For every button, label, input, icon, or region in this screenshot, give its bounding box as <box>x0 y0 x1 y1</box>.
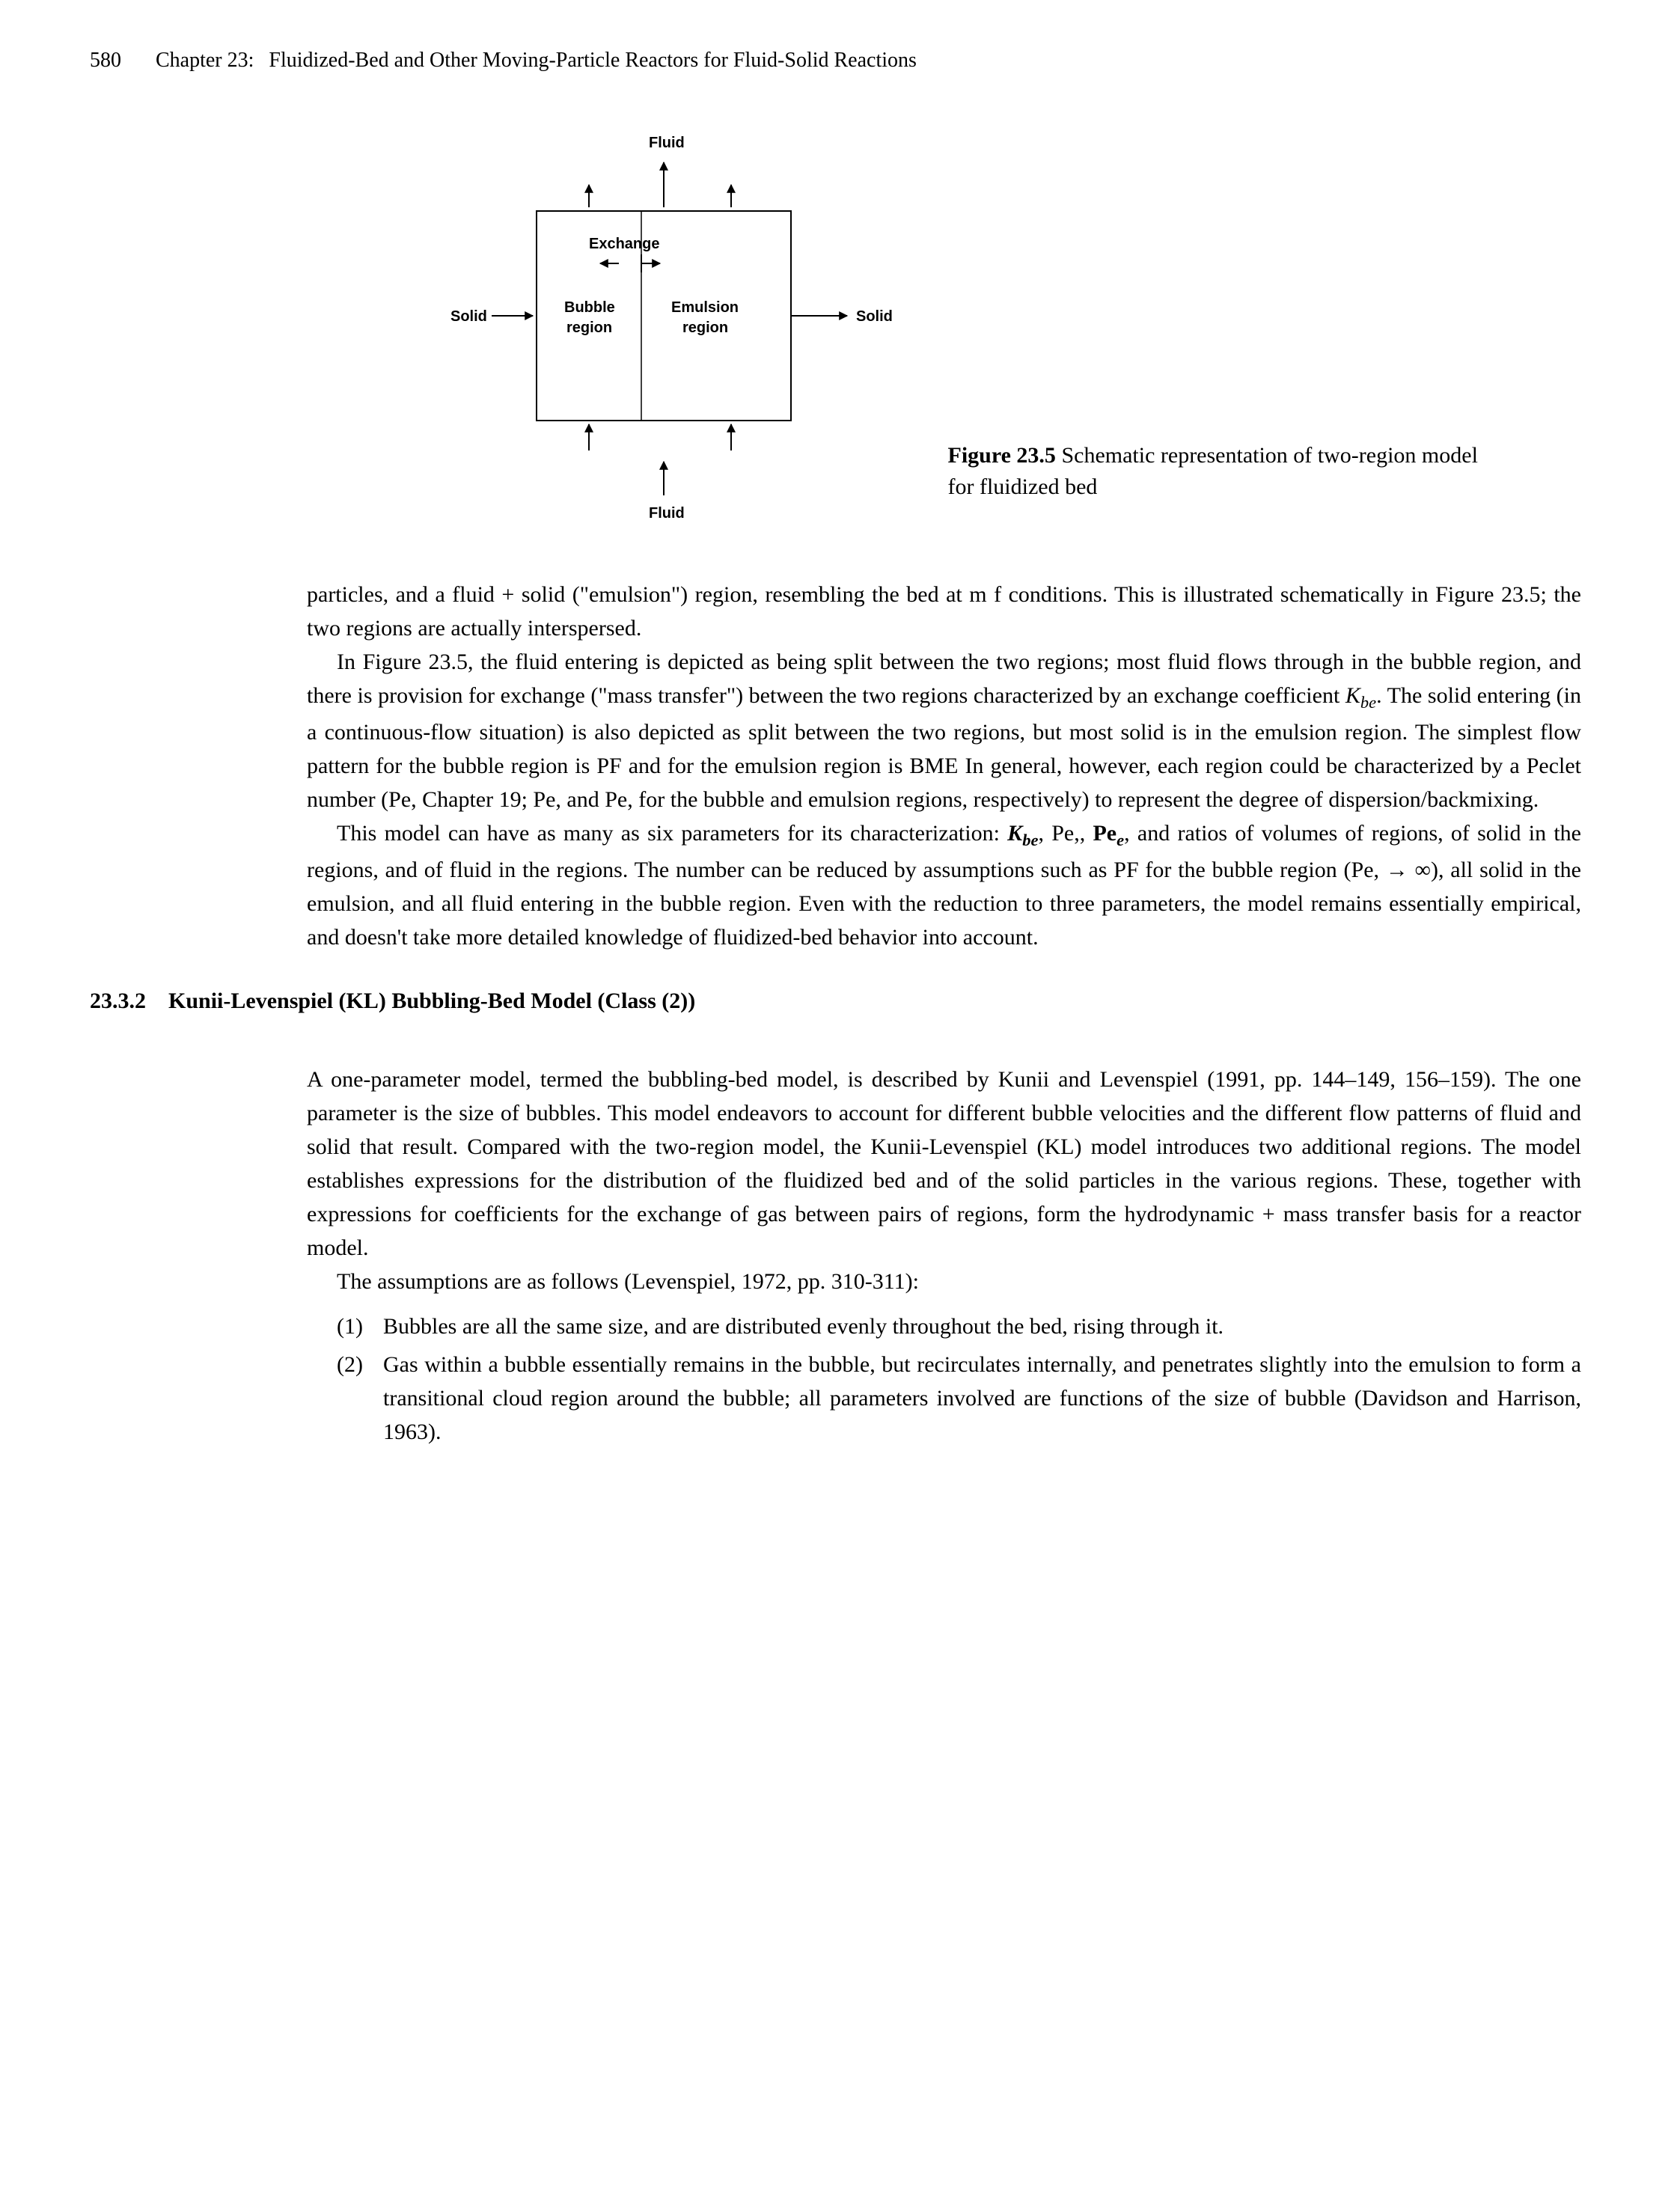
section-body: A one-parameter model, termed the bubbli… <box>307 1063 1581 1449</box>
p3-kbe-sub: be <box>1022 831 1038 849</box>
p3-kbe: K <box>1007 821 1022 846</box>
paragraph-1: particles, and a fluid + solid ("emulsio… <box>307 578 1581 645</box>
figure-caption-bold: Figure 23.5 <box>948 443 1056 468</box>
chapter-title: Fluidized-Bed and Other Moving-Particle … <box>269 45 917 76</box>
exchange-label: Exchange <box>589 236 659 252</box>
p3-pee-sub: e <box>1116 831 1124 849</box>
list-item: (2) Gas within a bubble essentially rema… <box>307 1348 1581 1449</box>
p3-pee: Pe <box>1093 821 1116 846</box>
chapter-label: Chapter 23: <box>156 45 254 76</box>
section-p1: A one-parameter model, termed the bubbli… <box>307 1063 1581 1265</box>
section-number: 23.3.2 <box>90 984 146 1018</box>
paragraph-3: This model can have as many as six param… <box>307 816 1581 954</box>
figure-23-5: Fluid Exchange Solid Bubble region Emuls… <box>237 121 1435 533</box>
list-marker: (1) <box>337 1310 374 1343</box>
section-title: Kunii-Levenspiel (KL) Bubbling-Bed Model… <box>168 984 695 1018</box>
body-text: particles, and a fluid + solid ("emulsio… <box>307 578 1581 954</box>
solid-right-label: Solid <box>856 308 893 325</box>
two-region-diagram: Fluid Exchange Solid Bubble region Emuls… <box>372 121 956 533</box>
p3-mid1: , Pe,, <box>1038 821 1093 846</box>
diagram-area: Fluid Exchange Solid Bubble region Emuls… <box>372 121 956 533</box>
solid-left-label: Solid <box>450 308 487 325</box>
p3-pre: This model can have as many as six param… <box>337 821 1007 846</box>
section-p2: The assumptions are as follows (Levenspi… <box>307 1265 1581 1298</box>
emulsion-label-1: Emulsion <box>671 299 739 316</box>
list-item: (1) Bubbles are all the same size, and a… <box>307 1310 1581 1343</box>
list-content: Gas within a bubble essentially remains … <box>383 1348 1581 1449</box>
bubble-label-2: region <box>566 320 612 336</box>
paragraph-2: In Figure 23.5, the fluid entering is de… <box>307 645 1581 816</box>
bubble-label-1: Bubble <box>564 299 615 316</box>
p2-kbe-sub: be <box>1360 693 1376 712</box>
figure-caption: Figure 23.5 Schematic representation of … <box>948 440 1509 503</box>
fluid-bottom-label: Fluid <box>649 505 685 522</box>
list-marker: (2) <box>337 1348 374 1449</box>
section-heading: 23.3.2 Kunii-Levenspiel (KL) Bubbling-Be… <box>90 984 1581 1018</box>
page-number: 580 <box>90 45 121 76</box>
list-content: Bubbles are all the same size, and are d… <box>383 1310 1581 1343</box>
assumptions-list: (1) Bubbles are all the same size, and a… <box>307 1310 1581 1449</box>
p2-kbe: K <box>1345 683 1360 708</box>
emulsion-label-2: region <box>682 320 728 336</box>
page-header: 580 Chapter 23: Fluidized-Bed and Other … <box>90 45 1581 76</box>
fluid-top-label: Fluid <box>649 135 685 151</box>
outer-box <box>537 211 791 421</box>
